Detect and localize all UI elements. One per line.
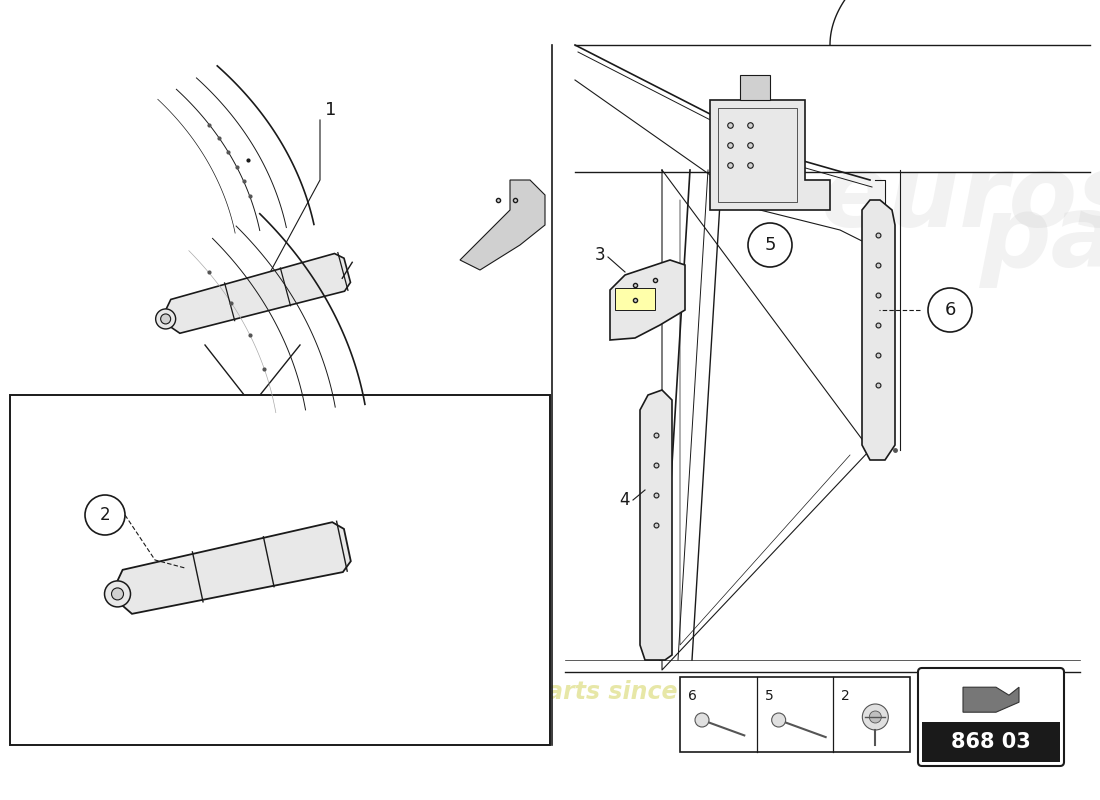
Polygon shape — [640, 390, 672, 660]
Circle shape — [928, 288, 972, 332]
Circle shape — [156, 309, 176, 329]
Polygon shape — [862, 200, 895, 460]
Circle shape — [772, 713, 785, 727]
Polygon shape — [962, 687, 1019, 712]
Circle shape — [695, 713, 710, 727]
Text: 2: 2 — [100, 506, 110, 524]
Text: 4: 4 — [619, 491, 630, 509]
Circle shape — [85, 495, 125, 535]
Polygon shape — [460, 180, 544, 270]
Polygon shape — [111, 522, 351, 614]
Polygon shape — [610, 260, 685, 340]
Polygon shape — [161, 254, 351, 334]
Circle shape — [161, 314, 170, 324]
Text: 6: 6 — [688, 689, 697, 703]
FancyBboxPatch shape — [680, 677, 910, 752]
Text: 3: 3 — [595, 246, 605, 264]
Text: a passion for parts since 1985: a passion for parts since 1985 — [349, 680, 751, 704]
Circle shape — [104, 581, 131, 607]
Circle shape — [862, 704, 889, 730]
Text: 5: 5 — [764, 689, 773, 703]
FancyBboxPatch shape — [922, 722, 1060, 762]
Text: 6: 6 — [944, 301, 956, 319]
Circle shape — [869, 711, 881, 723]
Circle shape — [111, 588, 123, 600]
Text: since 1985: since 1985 — [308, 721, 493, 750]
Text: euros: euros — [820, 151, 1100, 249]
Text: 2: 2 — [842, 689, 850, 703]
Polygon shape — [710, 100, 830, 210]
Circle shape — [748, 223, 792, 267]
Polygon shape — [740, 75, 770, 100]
Text: 1: 1 — [324, 101, 337, 119]
FancyBboxPatch shape — [10, 395, 550, 745]
Text: parts: parts — [980, 191, 1100, 289]
FancyBboxPatch shape — [615, 288, 654, 310]
Text: 868 03: 868 03 — [952, 732, 1031, 752]
FancyBboxPatch shape — [918, 668, 1064, 766]
Text: 5: 5 — [764, 236, 776, 254]
